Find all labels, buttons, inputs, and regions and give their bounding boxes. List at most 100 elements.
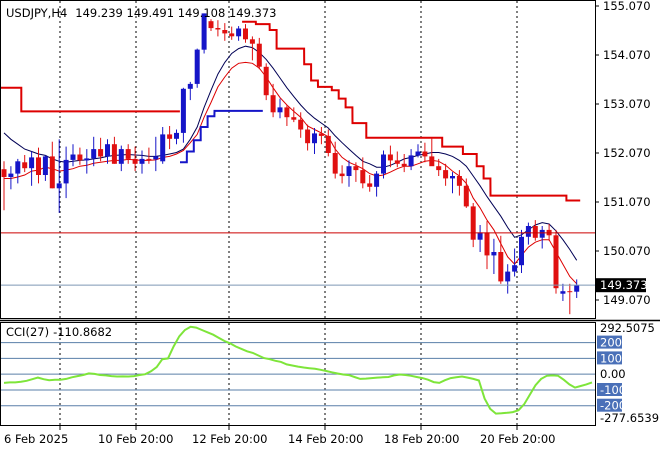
candle[interactable] <box>42 155 48 181</box>
candle[interactable] <box>15 158 21 184</box>
candle[interactable] <box>56 139 62 213</box>
candle[interactable] <box>201 13 207 54</box>
candle[interactable] <box>456 170 462 196</box>
candle[interactable] <box>443 163 449 186</box>
price-panel[interactable]: USDJPY,H4 149.239 149.491 149.108 149.373 <box>0 0 596 319</box>
candle-body <box>111 144 117 164</box>
candle[interactable] <box>180 87 186 143</box>
candle[interactable] <box>139 150 145 174</box>
candle[interactable] <box>22 155 28 173</box>
candle[interactable] <box>194 48 200 88</box>
candle[interactable] <box>436 158 442 176</box>
candle[interactable] <box>532 220 538 241</box>
candle[interactable] <box>491 238 497 274</box>
candle[interactable] <box>243 24 248 43</box>
candle[interactable] <box>167 126 173 150</box>
candle[interactable] <box>229 26 235 40</box>
candle[interactable] <box>208 19 214 31</box>
price-axis[interactable]: 155.070 154.070 153.070 152.070 151.070 150.0… <box>595 0 651 307</box>
candle[interactable] <box>49 141 55 189</box>
candle[interactable] <box>539 226 545 249</box>
candle[interactable] <box>249 36 255 61</box>
candle[interactable] <box>332 141 338 179</box>
moving-average-slow[interactable] <box>3 45 578 261</box>
candle[interactable] <box>512 248 518 277</box>
candle[interactable] <box>525 222 531 245</box>
candle[interactable] <box>298 112 304 138</box>
candle[interactable] <box>256 37 262 70</box>
candle[interactable] <box>401 154 407 173</box>
candle[interactable] <box>222 23 228 41</box>
candle[interactable] <box>70 144 76 167</box>
cci-line[interactable] <box>3 325 593 415</box>
resistance-line[interactable] <box>0 20 581 202</box>
candle[interactable] <box>36 147 41 184</box>
time-axis[interactable]: 6 Feb 2025 10 Feb 20:00 12 Feb 20:00 14 Feb… <box>4 426 555 446</box>
candle[interactable] <box>374 171 380 197</box>
candle[interactable] <box>263 63 269 101</box>
candle[interactable] <box>339 165 345 184</box>
candle[interactable] <box>29 151 35 186</box>
candle[interactable] <box>160 127 166 164</box>
candle[interactable] <box>325 129 331 157</box>
candle[interactable] <box>8 166 14 190</box>
candle[interactable] <box>146 147 152 164</box>
candle[interactable] <box>477 225 483 252</box>
candles[interactable] <box>1 13 580 315</box>
candle[interactable] <box>367 175 373 192</box>
candle[interactable] <box>277 98 283 119</box>
candle[interactable] <box>111 136 117 164</box>
candle[interactable] <box>567 283 573 315</box>
candle[interactable] <box>498 235 504 284</box>
candle[interactable] <box>381 150 386 179</box>
candle[interactable] <box>118 145 124 172</box>
candle[interactable] <box>360 157 366 189</box>
candle[interactable] <box>463 178 469 208</box>
candle[interactable] <box>318 127 324 145</box>
candle[interactable] <box>63 146 69 199</box>
candle[interactable] <box>132 146 138 172</box>
candle[interactable] <box>125 144 131 164</box>
candle[interactable] <box>215 20 221 37</box>
candle-body <box>98 149 104 157</box>
support-line[interactable] <box>180 109 263 164</box>
candle[interactable] <box>560 283 566 301</box>
candle[interactable] <box>353 162 359 182</box>
candle[interactable] <box>484 221 490 270</box>
candle[interactable] <box>291 107 297 123</box>
candle[interactable] <box>553 229 559 294</box>
candle[interactable] <box>236 26 242 41</box>
candle[interactable] <box>415 144 421 158</box>
candle[interactable] <box>346 160 352 187</box>
moving-average-fast[interactable] <box>4 61 578 285</box>
candle[interactable] <box>284 105 290 126</box>
candle-body <box>498 252 504 282</box>
candle[interactable] <box>305 124 311 151</box>
candle[interactable] <box>270 83 276 118</box>
candle[interactable] <box>105 139 110 164</box>
cci-panel[interactable]: CCI(27) -110.8682 <box>0 322 596 426</box>
candle[interactable] <box>519 229 524 273</box>
candle[interactable] <box>187 81 193 101</box>
candle[interactable] <box>153 136 159 172</box>
candle[interactable] <box>84 149 90 174</box>
candle[interactable] <box>77 147 83 165</box>
candle[interactable] <box>91 136 97 167</box>
candle[interactable] <box>174 129 179 145</box>
candle[interactable] <box>408 149 414 171</box>
candle[interactable] <box>450 172 455 194</box>
candle[interactable] <box>1 161 7 211</box>
candle-body <box>422 151 428 157</box>
candle[interactable] <box>429 137 435 167</box>
candle[interactable] <box>470 203 476 248</box>
candle[interactable] <box>394 151 400 168</box>
candle[interactable] <box>422 142 428 163</box>
candle[interactable] <box>98 137 104 162</box>
candle[interactable] <box>387 145 393 168</box>
candle[interactable] <box>574 279 580 298</box>
candle[interactable] <box>505 264 511 294</box>
candle-body <box>201 13 207 50</box>
candle[interactable] <box>312 128 317 154</box>
